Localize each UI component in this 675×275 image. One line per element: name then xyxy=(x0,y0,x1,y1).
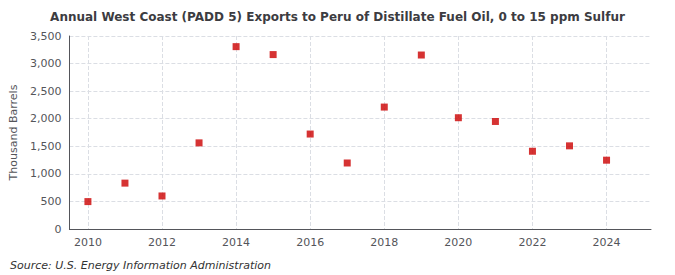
svg-text:2010: 2010 xyxy=(74,236,102,249)
svg-text:2024: 2024 xyxy=(593,236,621,249)
svg-text:2018: 2018 xyxy=(370,236,398,249)
svg-text:2016: 2016 xyxy=(296,236,324,249)
svg-text:2014: 2014 xyxy=(222,236,250,249)
svg-text:3,500: 3,500 xyxy=(30,30,62,43)
svg-text:3,000: 3,000 xyxy=(30,57,62,70)
svg-text:0: 0 xyxy=(54,223,61,236)
svg-text:2022: 2022 xyxy=(518,236,546,249)
svg-text:500: 500 xyxy=(40,195,61,208)
svg-text:Source: U.S. Energy Informatio: Source: U.S. Energy Information Administ… xyxy=(10,259,271,272)
svg-text:2020: 2020 xyxy=(444,236,472,249)
svg-text:Annual West Coast (PADD 5) Exp: Annual West Coast (PADD 5) Exports to Pe… xyxy=(50,10,625,24)
svg-text:2,000: 2,000 xyxy=(30,112,62,125)
svg-text:1,000: 1,000 xyxy=(30,167,62,180)
svg-text:2,500: 2,500 xyxy=(30,85,62,98)
svg-text:Thousand Barrels: Thousand Barrels xyxy=(7,84,20,181)
svg-text:1,500: 1,500 xyxy=(30,140,62,153)
svg-text:2012: 2012 xyxy=(148,236,176,249)
